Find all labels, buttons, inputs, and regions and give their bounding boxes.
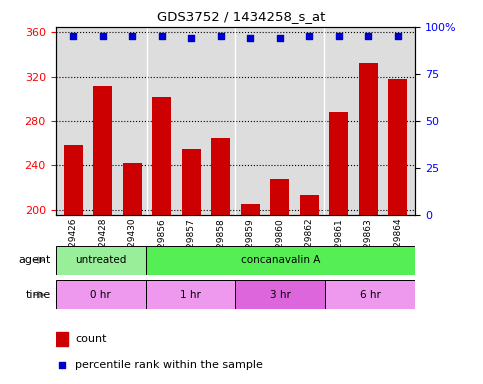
Text: time: time [26,290,51,300]
Point [364,33,372,40]
Bar [270,179,289,384]
Point [70,33,77,40]
Bar [56,280,145,309]
Bar [56,246,145,275]
Bar [241,204,260,384]
Point [394,33,401,40]
Bar [326,280,415,309]
Bar [56,333,68,346]
Point [128,33,136,40]
Text: untreated: untreated [75,255,126,265]
Bar [358,63,378,384]
Bar [64,145,83,384]
Point [305,33,313,40]
Point [217,33,225,40]
Bar [236,280,326,309]
Point [158,33,166,40]
Point [246,35,254,41]
Point [276,35,284,41]
Bar [152,97,171,384]
Bar [123,163,142,384]
Text: 6 hr: 6 hr [360,290,381,300]
Point [58,362,66,368]
Bar [299,195,319,384]
Bar [388,79,407,384]
Text: percentile rank within the sample: percentile rank within the sample [75,360,263,370]
Bar [182,149,201,384]
Bar [145,246,415,275]
Text: concanavalin A: concanavalin A [241,255,320,265]
Text: 0 hr: 0 hr [90,290,111,300]
Text: count: count [75,334,107,344]
Point [99,33,107,40]
Bar [211,137,230,384]
Text: 3 hr: 3 hr [270,290,291,300]
Bar [93,86,113,384]
Bar [329,112,348,384]
Point [187,35,195,41]
Text: 1 hr: 1 hr [180,290,201,300]
Text: agent: agent [18,255,51,265]
Bar [145,280,236,309]
Point [335,33,342,40]
Text: GDS3752 / 1434258_s_at: GDS3752 / 1434258_s_at [157,10,326,23]
